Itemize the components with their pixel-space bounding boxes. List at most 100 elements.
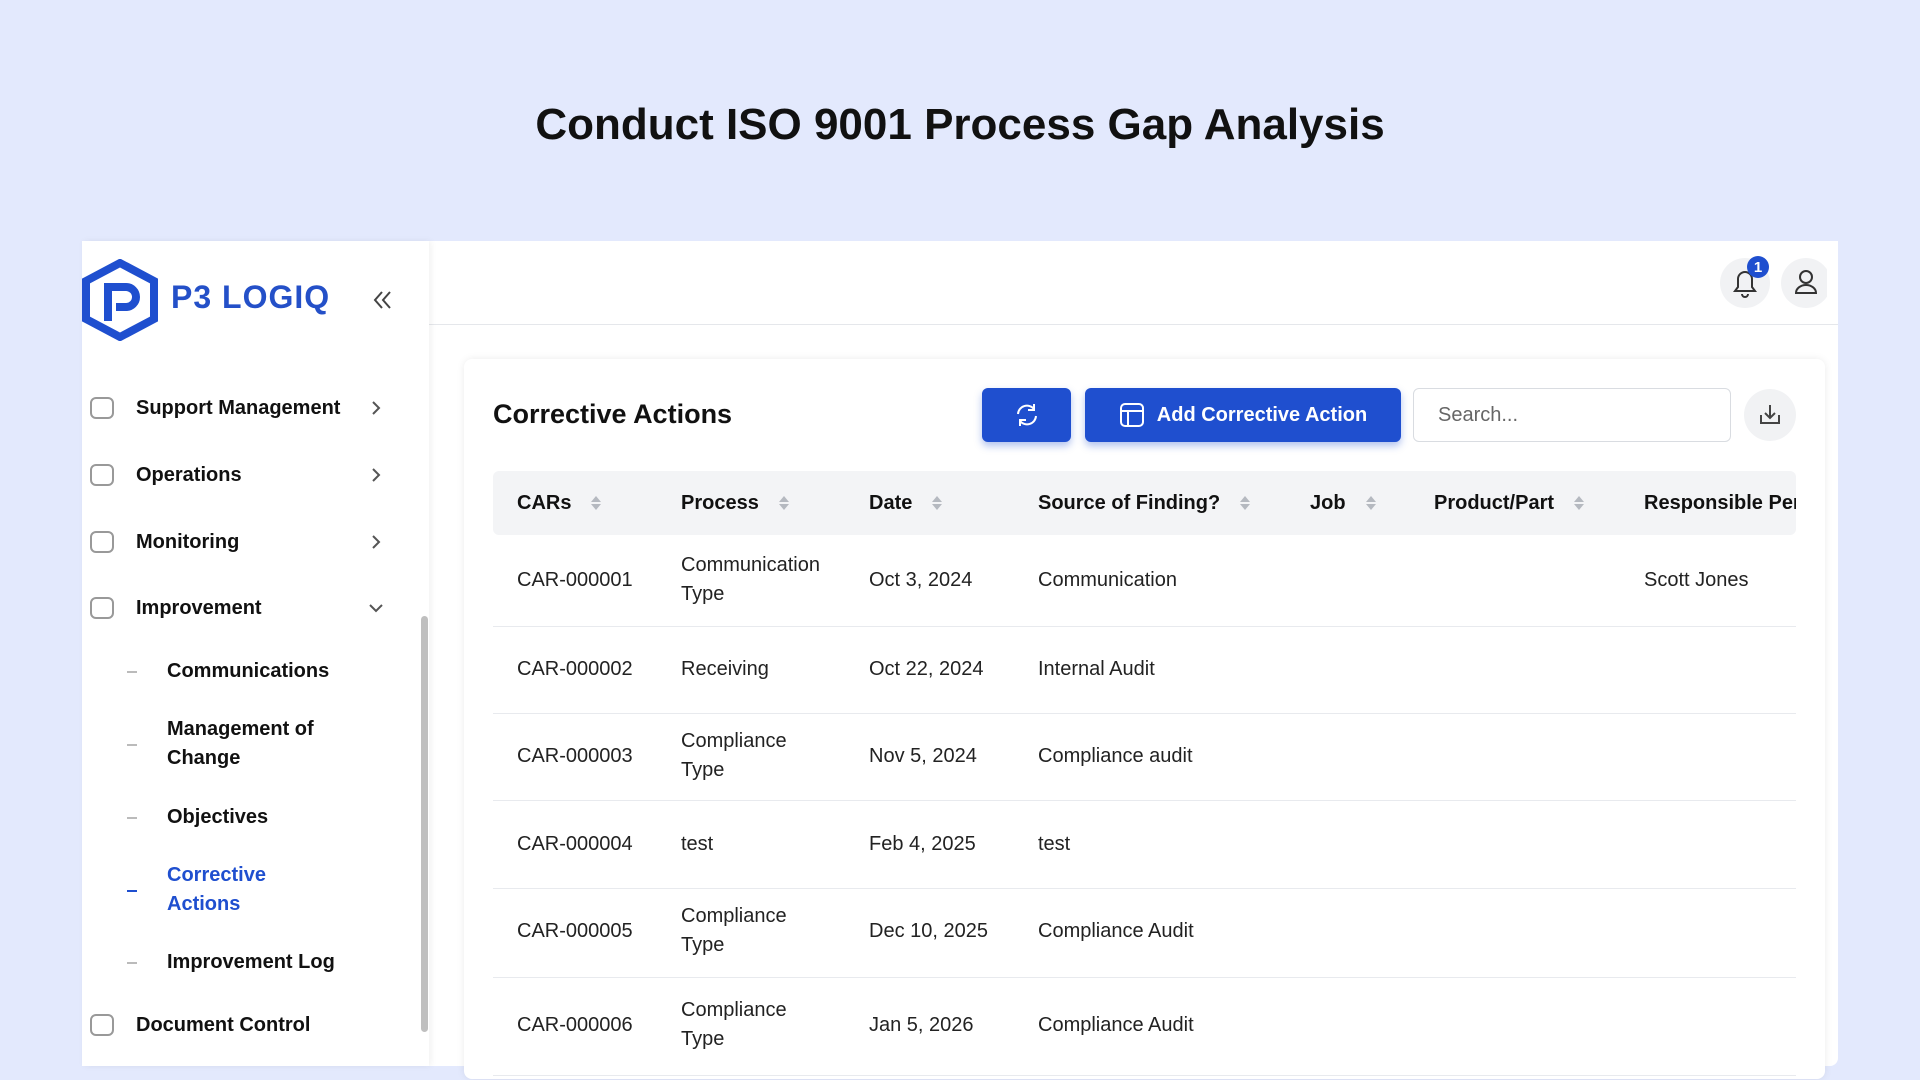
sidebar-label: Operations [136, 463, 242, 486]
table-cell: Oct 22, 2024 [869, 639, 1129, 699]
column-header[interactable]: Responsible Person [1644, 471, 1796, 535]
top-bar [429, 241, 1838, 325]
cell-text: test [1038, 832, 1071, 855]
column-header[interactable]: Process [681, 471, 791, 535]
sub-item-label: Objectives [167, 805, 269, 828]
table-cell: Feb 4, 2025 [869, 814, 1129, 874]
sidebar-label: Support Management [136, 396, 341, 419]
cell-text: Oct 22, 2024 [869, 657, 984, 680]
chevron [372, 401, 381, 415]
table-cell: test [1038, 814, 1298, 874]
table-cell: CAR-000002 [517, 639, 777, 699]
sidebar: P3 LOGIQ Support Management Operations Mon… [82, 241, 429, 1066]
cell-text: CAR-000005 [517, 919, 633, 942]
item-icon [88, 461, 128, 489]
cell-text: Compliance Type [681, 730, 787, 781]
cell-text: Feb 4, 2025 [869, 832, 976, 855]
sort-icon [1365, 496, 1376, 510]
table-cell: CAR-000005 [517, 901, 777, 961]
sidebar-item[interactable]: Improvement [88, 592, 388, 624]
item-icon [88, 528, 128, 556]
table-cell: CAR-000006 [517, 995, 777, 1055]
table-cell: Compliance Type [681, 901, 831, 961]
logo-icon [82, 259, 158, 341]
cell-text: CAR-000004 [517, 832, 633, 855]
notification-count: 1 [1754, 259, 1762, 276]
cell-text: test [681, 832, 714, 855]
table-cell: Jan 5, 2026 [869, 995, 1129, 1055]
header-icons: 1 [1720, 256, 1827, 308]
row-divider [493, 888, 1796, 889]
sort-icon [932, 496, 943, 510]
cell-text: Compliance Type [681, 905, 787, 956]
table-cell: CAR-000004 [517, 814, 777, 874]
item-icon [88, 394, 128, 422]
table-cell: Compliance Audit [1038, 995, 1298, 1055]
table-cell: Dec 10, 2025 [869, 901, 1129, 961]
table-cell: Internal Audit [1038, 639, 1298, 699]
collapse-button[interactable] [372, 289, 394, 311]
add-icon [1119, 403, 1144, 427]
cell-text: Dec 10, 2025 [869, 919, 988, 942]
column-header[interactable]: Job [1310, 471, 1378, 535]
sub-item[interactable]: Corrective Actions [167, 860, 337, 920]
sub-item-label: Improvement Log [167, 950, 335, 973]
panel-title: Corrective Actions [493, 399, 733, 429]
column-header[interactable]: Source of Finding? [1038, 471, 1252, 535]
sort-icon [1574, 496, 1585, 510]
search-placeholder: Search... [1438, 403, 1519, 426]
sidebar-item[interactable]: Document Control [88, 1009, 388, 1041]
column-header[interactable]: CARs [517, 471, 603, 535]
cell-text: Compliance Type [681, 999, 787, 1050]
cell-text: Jan 5, 2026 [869, 1013, 974, 1036]
table-cell: Compliance Type [681, 726, 831, 786]
user-icon [1799, 270, 1813, 284]
sidebar-label: Document Control [136, 1013, 311, 1036]
sort-icon [591, 496, 602, 510]
cell-text: Compliance audit [1038, 744, 1193, 767]
cell-text: Internal Audit [1038, 657, 1155, 680]
table-cell: Communication [1038, 550, 1298, 610]
cell-text: Receiving [681, 657, 769, 680]
row-divider [493, 1075, 1796, 1076]
column-label: Product/Part [1434, 491, 1555, 514]
table-cell: Oct 3, 2024 [869, 550, 1129, 610]
sidebar-item[interactable]: Support Management [88, 392, 388, 424]
cell-text: CAR-000001 [517, 568, 633, 591]
sidebar-label: Improvement [136, 596, 262, 619]
download-button[interactable] [1742, 387, 1798, 443]
sub-item[interactable]: Objectives [167, 787, 337, 847]
cell-text: Nov 5, 2024 [869, 744, 977, 767]
cell-text: Communication [1038, 568, 1177, 591]
column-label: Responsible Person [1644, 491, 1796, 514]
column-header[interactable]: Product/Part [1434, 471, 1586, 535]
sub-item[interactable]: Communications [167, 641, 337, 701]
column-header[interactable]: Date [869, 471, 944, 535]
scrollbar[interactable] [421, 616, 428, 1032]
table-cell: Compliance Audit [1038, 901, 1298, 961]
cell-text: CAR-000002 [517, 657, 633, 680]
sub-dash [127, 744, 137, 746]
sidebar-item[interactable]: Monitoring [88, 526, 388, 558]
add-button[interactable]: Add Corrective Action [1085, 388, 1401, 442]
refresh-button[interactable] [982, 388, 1071, 442]
sub-item[interactable]: Improvement Log [167, 932, 337, 992]
sidebar-label: Monitoring [136, 530, 240, 553]
logo-text: P3 LOGIQ [171, 279, 331, 315]
cell-text: Compliance Audit [1038, 1013, 1194, 1036]
sidebar-item[interactable]: Operations [88, 459, 388, 491]
search-input[interactable]: Search... [1413, 388, 1731, 442]
table-cell: Receiving [681, 639, 831, 699]
table-cell: Nov 5, 2024 [869, 726, 1129, 786]
sub-item[interactable]: Management of Change [167, 714, 337, 774]
column-label: Job [1310, 491, 1346, 514]
row-divider [493, 800, 1796, 801]
item-icon [88, 594, 128, 622]
sub-item-label: Communications [167, 659, 330, 682]
cell-text: CAR-000006 [517, 1013, 633, 1036]
table-cell: Scott Jones [1644, 550, 1796, 610]
bell-icon [1733, 271, 1757, 298]
table-cell: CAR-000001 [517, 550, 777, 610]
cell-text: Scott Jones [1644, 568, 1749, 591]
